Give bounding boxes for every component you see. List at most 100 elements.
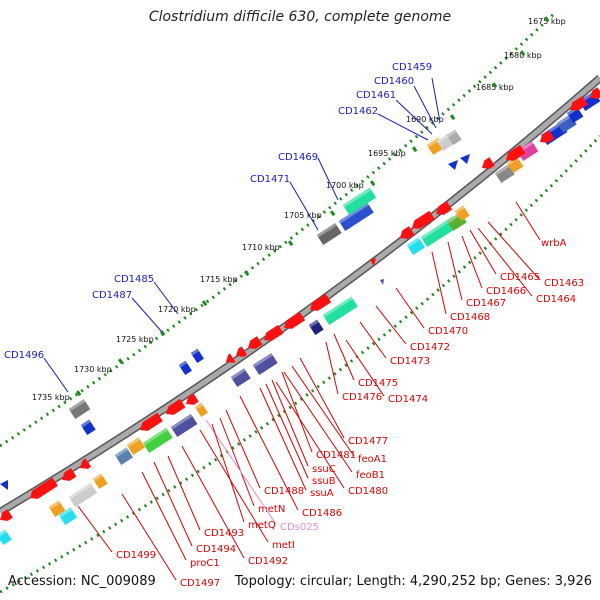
reverse-gene-label: CD1488 [264,486,304,497]
reverse-gene-label: CD1481 [316,450,356,461]
reverse-leader-line [219,417,255,507]
reverse-gene [30,477,58,499]
gene-box-shine [338,202,369,224]
reverse-gene [48,500,66,518]
reverse-leader-line [121,493,177,581]
reverse-gene [454,205,470,222]
forward-gene [446,129,462,146]
reverse-leader-line [205,419,277,525]
gene-box-shine [114,447,129,458]
reverse-leader-line [299,357,345,439]
reverse-gene-label: CD1494 [196,544,236,555]
reverse-gene [436,201,453,215]
ruler-tick-label: 1725 kbp [116,335,154,344]
gene-box-shine [48,500,61,510]
reverse-gene-label: CD1493 [204,528,244,539]
reverse-gene-label: CD1480 [348,486,388,497]
reverse-gene-label: CD1468 [450,312,490,323]
ruler-tick-label: 1690 kbp [406,115,444,124]
reverse-gene [0,529,12,546]
reverse-gene-label: CD1476 [342,392,382,403]
reverse-gene-label: CD1499 [116,550,156,561]
reverse-leader-line [275,381,345,489]
reverse-gene [62,468,77,481]
reverse-gene [166,398,186,415]
gene-box [454,205,470,222]
forward-gene-label: CD1462 [338,106,378,117]
gene-box-shine [342,187,372,208]
gene-box [494,164,515,184]
forward-leader-line [413,85,437,129]
reverse-leader-line [199,429,269,543]
gene-box-shine [190,348,200,356]
ruler-tick-mark [520,50,526,57]
forward-gene [68,399,91,420]
reverse-leader-line [283,371,353,473]
reverse-gene [322,296,358,326]
reverse-gene [570,96,588,111]
reverse-gene [126,437,146,456]
reverse-gene [482,157,495,169]
reverse-leader-line [375,305,407,345]
reverse-gene-label: CD1465 [500,272,540,283]
reverse-gene [0,509,13,521]
gene-box [114,447,134,466]
gene-box [252,352,278,376]
reverse-leader-line [395,287,425,329]
ruler-tick-mark [288,240,294,247]
forward-gene-label: CD1459 [392,62,432,73]
gene-box-shine [80,419,91,428]
gene-arrow [30,477,58,499]
forward-leader-line [431,77,441,123]
gene-arrow [540,130,555,143]
gene-box [68,482,98,508]
gene-box-shine [426,137,441,148]
gene-box [322,296,358,326]
reverse-leader-line [259,387,307,491]
reverse-gene-label: CDs025 [280,522,319,533]
gene-arrow [400,226,415,239]
gene-box-shine [92,473,103,482]
ruler-tick-mark [76,390,82,397]
reverse-leader-line [515,201,541,241]
map-title: Clostridium difficile 630, complete geno… [148,9,452,25]
strand-marker [448,160,458,170]
gene-box-shine [454,205,465,214]
ruler-tick-label: 1715 kbp [200,275,238,284]
reverse-gene [284,311,306,329]
gene-box-shine [126,437,141,448]
reverse-gene-label: CD1492 [248,556,288,567]
reverse-gene-label: CD1464 [536,294,576,305]
reverse-leader-line [447,241,463,301]
gene-box-shine [68,399,86,412]
reverse-gene-label: metQ [248,520,276,531]
gene-box [406,237,426,256]
gene-box [190,348,204,364]
gene-arrow [482,157,495,169]
gene-box-shine [0,529,7,538]
reverse-gene [140,412,163,431]
gene-box [48,500,66,518]
reverse-gene-label: CD1470 [428,326,468,337]
gene-box [80,419,96,436]
forward-gene-label: CD1487 [92,290,132,301]
reverse-gene-label: feoB1 [356,470,385,481]
gene-arrow [0,509,13,521]
gene-box [446,129,462,146]
ruler-tick-mark [492,82,498,89]
gene-box [338,202,374,232]
strand-marker [370,258,376,266]
reverse-leader-line [291,365,355,457]
reverse-leader-line [225,409,261,489]
ruler-tick-label: 1710 kbp [242,243,280,252]
reverse-leader-line [325,341,339,395]
gene-box [230,368,251,388]
reverse-gene-label: ssuB [312,476,336,487]
reverse-gene [540,130,555,143]
gene-box [92,473,108,490]
reverse-leader-line [141,471,187,561]
gene-box [342,187,377,216]
reverse-gene [186,393,199,405]
